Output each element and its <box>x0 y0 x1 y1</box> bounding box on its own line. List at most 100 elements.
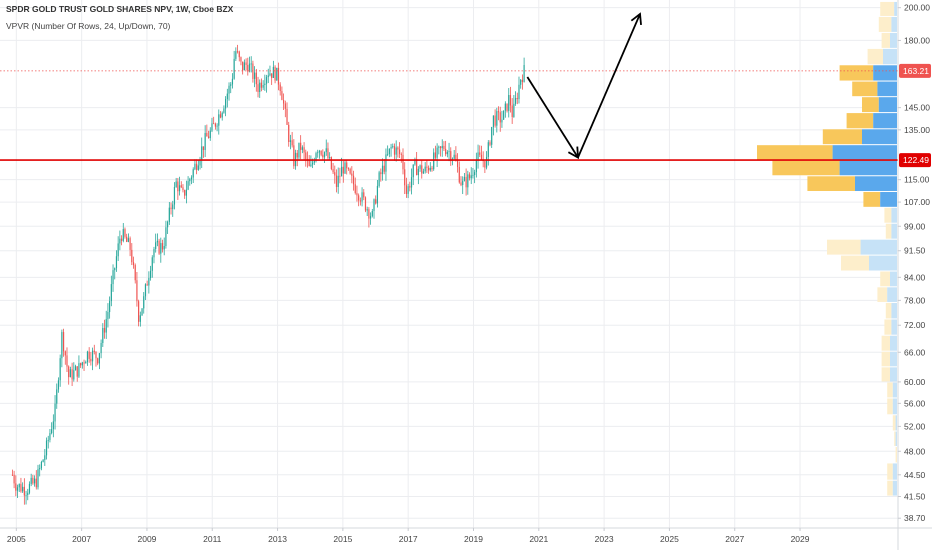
candle-body <box>272 66 274 78</box>
candle-body <box>214 123 216 127</box>
volume-bar-up <box>892 480 897 496</box>
candle-body <box>250 63 252 65</box>
candle-body <box>102 327 104 344</box>
candle-body <box>218 114 220 126</box>
candle-body <box>235 51 237 59</box>
candle-body <box>178 185 181 192</box>
candle-body <box>380 172 382 175</box>
candle-body <box>129 238 131 250</box>
candle-body <box>80 363 82 366</box>
candle-body <box>23 486 25 496</box>
candle-body <box>523 65 525 82</box>
volume-bar-up <box>839 160 897 176</box>
candle-body <box>388 148 390 154</box>
price-axis[interactable]: 200.00 180.00 145.00 135.00 115.00 107.00 99.0… <box>898 3 930 524</box>
candle-body <box>115 256 118 269</box>
time-tick-label: 2013 <box>268 534 287 544</box>
price-tick-label: 41.50 <box>904 491 926 501</box>
price-tick-label: 99.00 <box>904 221 926 231</box>
volume-bar-down <box>881 32 890 48</box>
candle-body <box>453 154 455 159</box>
price-tick-label: 84.00 <box>904 272 926 282</box>
horizontal-lines[interactable] <box>0 70 898 161</box>
volume-bar-up <box>832 145 897 160</box>
candle-body <box>139 315 141 322</box>
candle-body <box>284 103 286 109</box>
candle-body <box>143 296 145 309</box>
candle-body <box>173 187 176 205</box>
candle-body <box>61 332 63 359</box>
candle-body <box>73 370 75 380</box>
volume-bar-up <box>869 255 897 271</box>
candle-body <box>255 72 257 85</box>
volume-bar-down <box>881 335 890 351</box>
candle-body <box>185 189 187 196</box>
candle-body <box>445 148 447 155</box>
candle-body <box>254 72 256 79</box>
candle-body <box>62 332 65 352</box>
price-tick-label: 180.00 <box>904 35 930 45</box>
volume-bar-up <box>873 65 897 81</box>
candle-body <box>300 142 302 150</box>
candle-body <box>267 75 269 78</box>
candle-body <box>475 160 477 173</box>
candle-body <box>247 64 249 72</box>
candle-body <box>209 130 211 139</box>
candle-body <box>462 180 464 185</box>
candle-body <box>83 362 85 364</box>
candle-body <box>325 148 327 153</box>
volume-bar-up <box>891 223 897 239</box>
price-badge-label: 163.21 <box>903 66 929 76</box>
candle-body <box>463 176 466 181</box>
candle-body <box>16 487 19 491</box>
volume-bar-down <box>894 431 896 447</box>
forecast-arrows[interactable] <box>526 12 642 160</box>
volume-bar-down <box>846 113 874 129</box>
volume-bar-up <box>892 398 897 415</box>
candle-body <box>119 238 121 244</box>
candle-body <box>155 242 157 249</box>
candle-body <box>180 185 182 188</box>
candle-body <box>504 103 506 111</box>
candle-body <box>419 165 421 169</box>
candle-body <box>167 221 169 228</box>
candle-body <box>225 99 227 109</box>
price-labels: 163.21 122.49 <box>899 63 931 168</box>
candle-body <box>204 132 206 150</box>
candle-body <box>45 440 48 456</box>
candle-body <box>327 148 329 159</box>
candle-body <box>398 149 401 155</box>
candle-body <box>127 238 129 242</box>
candle-body <box>467 174 469 188</box>
candle-body <box>85 362 87 364</box>
volume-bar-down <box>885 302 892 319</box>
candle-body <box>477 152 479 161</box>
candle-body <box>259 82 261 92</box>
candle-body <box>395 147 397 155</box>
candle-body <box>514 98 517 104</box>
candle-body <box>312 162 314 165</box>
candle-body <box>431 167 433 170</box>
candle-body <box>233 58 235 79</box>
volume-bar-down <box>884 319 892 335</box>
candle-body <box>117 243 119 257</box>
volume-bar-up <box>891 302 897 319</box>
candle-body <box>199 159 201 166</box>
candle-body <box>342 166 344 174</box>
candle-body <box>308 160 310 167</box>
candle-body <box>216 125 218 127</box>
candle-body <box>460 182 462 185</box>
volume-bar-down <box>852 81 878 97</box>
time-tick-label: 2017 <box>399 534 418 544</box>
candle-body <box>110 284 112 302</box>
candle-body <box>160 243 162 254</box>
candle-body <box>276 67 278 81</box>
candle-body <box>480 154 483 160</box>
candle-body <box>219 114 222 118</box>
time-axis[interactable]: 2005 2007 2009 2011 2013 2015 2017 2019 2021 2023… <box>7 528 810 544</box>
candle-body <box>71 369 73 380</box>
candle-body <box>455 154 457 161</box>
candle-body <box>68 366 70 378</box>
candle-body <box>112 270 114 285</box>
